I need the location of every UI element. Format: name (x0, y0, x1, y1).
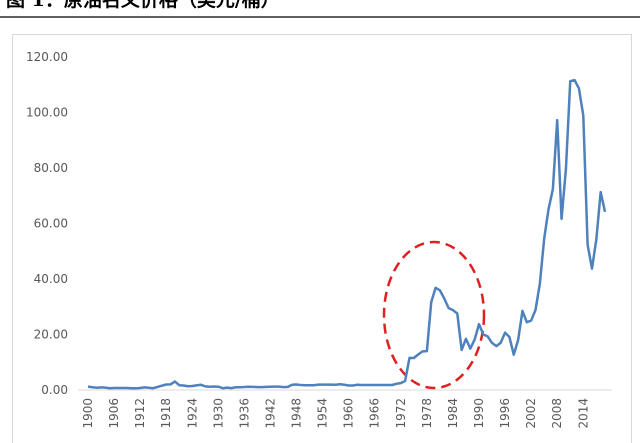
highlight-ellipse (382, 240, 486, 390)
x-tick-label: 1936 (237, 398, 251, 429)
x-tick-label: 1900 (81, 398, 95, 429)
x-tick-label: 1918 (159, 398, 173, 429)
x-tick-label: 1948 (290, 398, 304, 429)
chart-frame (12, 34, 632, 443)
y-tick-label: 120.00 (26, 50, 68, 64)
x-tick-label: 1954 (316, 398, 330, 429)
x-tick-label: 1924 (185, 398, 199, 429)
y-tick-label: 20.00 (34, 328, 68, 342)
y-tick-label: 60.00 (34, 217, 68, 231)
x-tick-label: 1990 (472, 398, 486, 429)
x-tick-label: 1960 (342, 398, 356, 429)
x-tick-label: 1912 (133, 398, 147, 429)
x-tick-label: 2014 (576, 398, 590, 429)
x-tick-label: 1966 (368, 398, 382, 429)
y-tick-label: 80.00 (34, 161, 68, 175)
x-tick-label: 2002 (524, 398, 538, 429)
x-tick-label: 1906 (107, 398, 121, 429)
x-tick-label: 2008 (550, 398, 564, 429)
y-tick-label: 0.00 (41, 383, 68, 397)
x-tick-label: 1978 (420, 398, 434, 429)
x-tick-label: 1996 (498, 398, 512, 429)
y-tick-label: 40.00 (34, 272, 68, 286)
x-tick-label: 1942 (263, 398, 277, 429)
x-tick-label: 1972 (394, 398, 408, 429)
x-tick-label: 1984 (446, 398, 460, 429)
y-tick-label: 100.00 (26, 106, 68, 120)
chart-title: 图 1：原油名义价格（美元/桶） (6, 0, 280, 11)
price-line (87, 78, 607, 390)
x-tick-label: 1930 (211, 398, 225, 429)
